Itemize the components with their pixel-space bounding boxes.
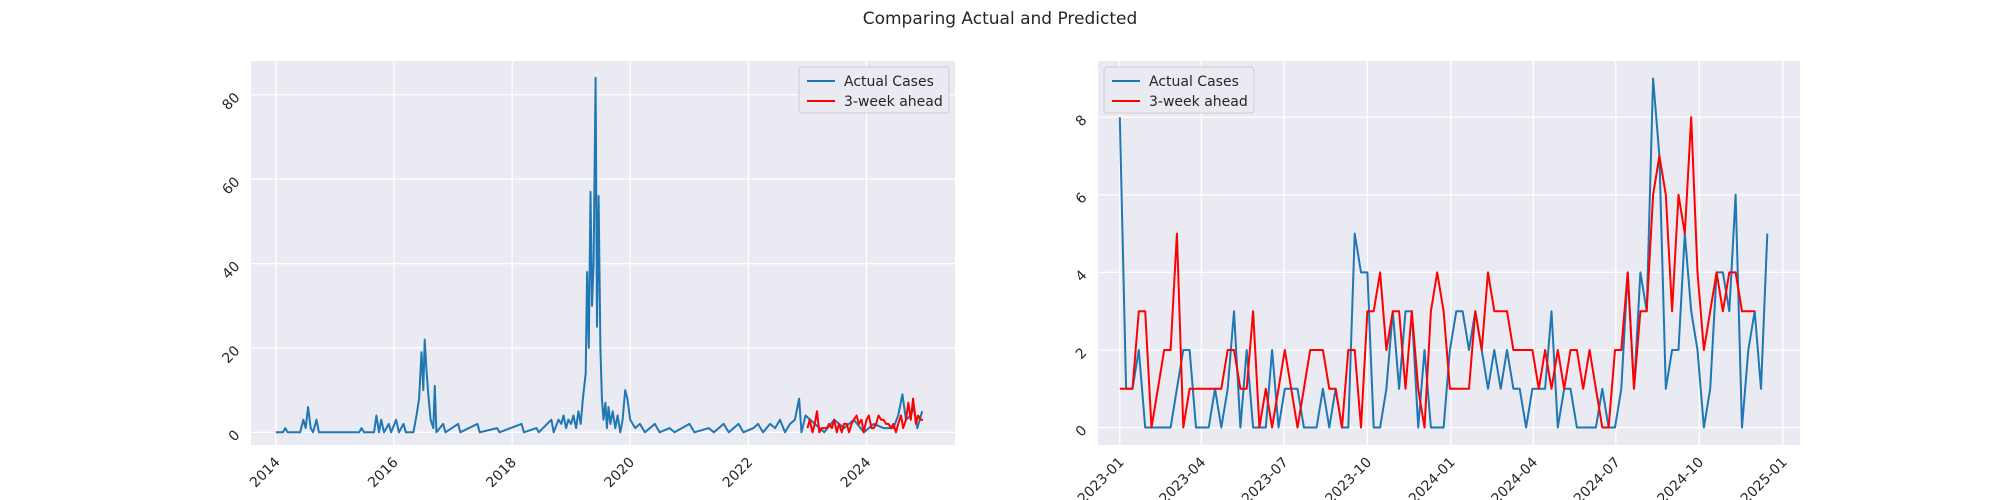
series-line-three-week-ahead	[806, 397, 923, 434]
left-chart: 2014 2016 2018 2020 2022 2024020406080Actual …	[219, 61, 955, 491]
legend: Actual Cases 3-week ahead	[798, 66, 950, 114]
right-chart: 2023-01 2023-04 2023-07 2023-10 2024-01 2024-…	[1073, 61, 1800, 500]
legend-box	[1103, 66, 1255, 114]
plot-area	[251, 61, 955, 445]
legend-label: Actual Cases	[1149, 74, 1239, 90]
series-line-three-week-ahead	[1119, 116, 1755, 429]
legend-box	[798, 66, 950, 114]
figure-title: Comparing Actual and Predicted	[863, 9, 1138, 29]
series-line-actual-cases	[275, 76, 924, 434]
legend: Actual Cases 3-week ahead	[1103, 66, 1255, 114]
legend-label: 3-week ahead	[844, 94, 943, 110]
legend-label: Actual Cases	[844, 74, 934, 90]
legend-label: 3-week ahead	[1149, 94, 1248, 110]
